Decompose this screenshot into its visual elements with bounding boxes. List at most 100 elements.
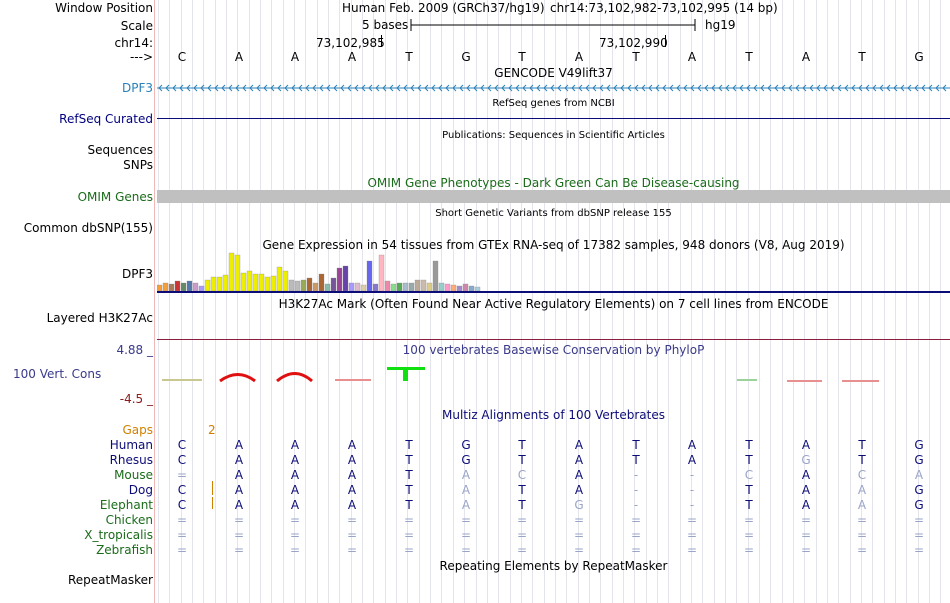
refseq-label[interactable]: RefSeq Curated: [59, 112, 153, 126]
gtex-tissue-bar[interactable]: [264, 276, 271, 292]
repeatmasker-label[interactable]: RepeatMasker: [67, 573, 153, 587]
gtex-tissue-bar[interactable]: [414, 279, 421, 292]
phylop-label[interactable]: 100 Vert. Cons: [13, 367, 102, 381]
aligned-base: =: [233, 528, 245, 542]
grid-line: [305, 0, 306, 603]
gtex-tissue-bar[interactable]: [330, 277, 337, 292]
gtex-tissue-bar[interactable]: [306, 277, 313, 292]
species-label-human[interactable]: Human: [109, 438, 153, 452]
gtex-tissue-bar[interactable]: [210, 276, 217, 292]
coord-2: 73,102,990: [599, 36, 668, 50]
aligned-base: A: [234, 438, 244, 452]
phylop-title: 100 vertebrates Basewise Conservation by…: [402, 343, 705, 357]
window-position-label: Window Position: [55, 1, 153, 15]
species-label-dog[interactable]: Dog: [128, 483, 153, 497]
h3k27ac-label[interactable]: Layered H3K27Ac: [46, 311, 153, 325]
gtex-tissue-bar[interactable]: [348, 282, 355, 292]
gtex-tissue-bar[interactable]: [282, 270, 289, 292]
reference-base: T: [632, 50, 640, 64]
gtex-tissue-bar[interactable]: [384, 280, 391, 292]
phylop-plot[interactable]: [157, 366, 950, 386]
gtex-tissue-bar[interactable]: [432, 260, 439, 292]
aligned-base: =: [289, 513, 301, 527]
aligned-base: T: [632, 438, 640, 452]
gencode-label[interactable]: DPF3: [121, 81, 153, 95]
gtex-tissue-bar[interactable]: [318, 273, 325, 292]
gtex-tissue-bar[interactable]: [270, 275, 277, 292]
aligned-base: =: [233, 513, 245, 527]
gtex-bar-chart[interactable]: [157, 252, 950, 292]
reference-base: A: [801, 50, 811, 64]
gtex-tissue-bar[interactable]: [438, 282, 445, 292]
gtex-tissue-bar[interactable]: [186, 280, 193, 292]
refseq-gene-feature[interactable]: [157, 118, 950, 119]
gtex-tissue-bar[interactable]: [324, 283, 331, 292]
publications-label-snps[interactable]: SNPs: [123, 158, 153, 172]
gtex-tissue-bar[interactable]: [162, 282, 169, 292]
aligned-base: A: [234, 453, 244, 467]
grid-line: [226, 0, 227, 603]
gtex-tissue-bar[interactable]: [192, 282, 199, 292]
grid-line: [566, 0, 567, 603]
aligned-base: =: [630, 528, 642, 542]
grid-line: [396, 0, 397, 603]
aligned-base: A: [290, 498, 300, 512]
species-label-elephant[interactable]: Elephant: [99, 498, 153, 512]
gtex-tissue-bar[interactable]: [168, 283, 175, 292]
gtex-tissue-bar[interactable]: [276, 266, 283, 292]
gencode-gene-feature[interactable]: [157, 81, 950, 95]
gtex-tissue-bar[interactable]: [396, 282, 403, 292]
grid-line: [555, 0, 556, 603]
gtex-tissue-bar[interactable]: [402, 282, 409, 292]
gtex-tissue-bar[interactable]: [336, 267, 343, 292]
species-label-x_tropicalis[interactable]: X_tropicalis: [84, 528, 153, 542]
gtex-tissue-bar[interactable]: [372, 283, 379, 292]
gtex-tissue-bar[interactable]: [174, 280, 181, 292]
gtex-tissue-bar[interactable]: [354, 282, 361, 292]
gtex-tissue-bar[interactable]: [228, 252, 235, 292]
dbsnp-label[interactable]: Common dbSNP(155): [23, 221, 153, 235]
gtex-tissue-bar[interactable]: [420, 279, 427, 292]
gtex-tissue-bar[interactable]: [258, 273, 265, 292]
gtex-tissue-bar[interactable]: [390, 283, 397, 292]
aligned-base: A: [234, 483, 244, 497]
aligned-base: =: [686, 513, 698, 527]
aligned-base: =: [913, 543, 925, 557]
aligned-base: C: [744, 468, 754, 482]
species-label-zebrafish[interactable]: Zebrafish: [96, 543, 153, 557]
gtex-tissue-bar[interactable]: [444, 283, 451, 292]
gtex-tissue-bar[interactable]: [342, 265, 349, 292]
gtex-tissue-bar[interactable]: [300, 279, 307, 292]
omim-label[interactable]: OMIM Genes: [77, 190, 153, 204]
gtex-tissue-bar[interactable]: [180, 282, 187, 292]
gtex-tissue-bar[interactable]: [222, 274, 229, 292]
gtex-tissue-bar[interactable]: [378, 254, 385, 292]
gtex-tissue-bar[interactable]: [240, 272, 247, 292]
gtex-tissue-bar[interactable]: [204, 279, 211, 292]
gtex-tissue-bar[interactable]: [234, 254, 241, 292]
gtex-label[interactable]: DPF3: [121, 267, 153, 281]
gtex-gene-feature[interactable]: [157, 291, 950, 293]
gtex-tissue-bar[interactable]: [426, 282, 433, 292]
gtex-tissue-bar[interactable]: [246, 270, 253, 292]
species-label-rhesus[interactable]: Rhesus: [109, 453, 153, 467]
gtex-tissue-bar[interactable]: [216, 276, 223, 292]
gtex-tissue-bar[interactable]: [288, 279, 295, 292]
omim-feature-bar[interactable]: [157, 190, 950, 203]
scale-label: Scale: [120, 19, 153, 33]
gtex-tissue-bar[interactable]: [462, 283, 469, 292]
gtex-tissue-bar[interactable]: [408, 282, 415, 292]
phylop-baseline-marks: [162, 379, 879, 382]
reference-base: T: [518, 50, 526, 64]
gtex-tissue-bar[interactable]: [294, 280, 301, 292]
gtex-tissue-bar[interactable]: [252, 273, 259, 292]
aligned-base: =: [800, 513, 812, 527]
gaps-label[interactable]: Gaps: [122, 423, 153, 437]
aligned-base: A: [857, 483, 867, 497]
species-label-mouse[interactable]: Mouse: [114, 468, 153, 482]
publications-label-sequences[interactable]: Sequences: [87, 143, 153, 157]
position-text[interactable]: chr14:73,102,982-73,102,995 (14 bp): [550, 1, 778, 15]
gtex-tissue-bar[interactable]: [366, 260, 373, 292]
gtex-tissue-bar[interactable]: [312, 282, 319, 292]
species-label-chicken[interactable]: Chicken: [105, 513, 153, 527]
